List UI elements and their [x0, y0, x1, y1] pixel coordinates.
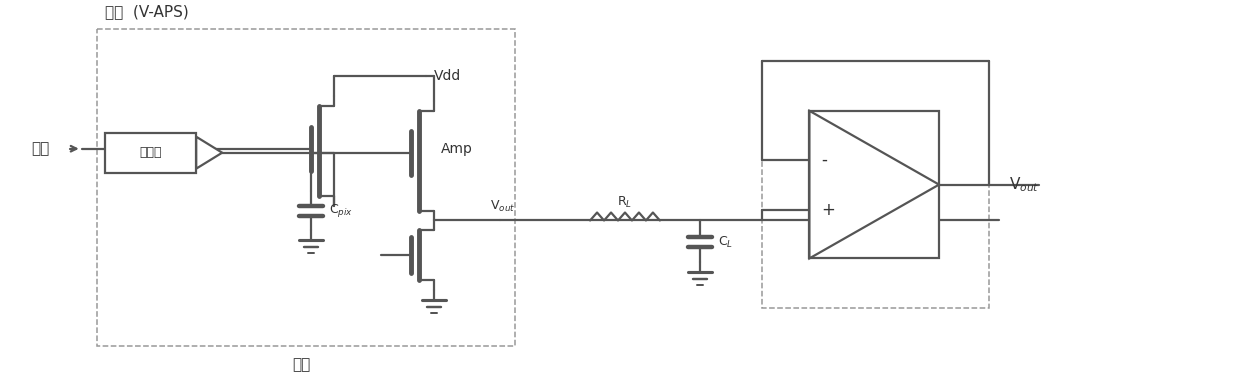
Text: 探测器: 探测器 — [139, 146, 161, 159]
Bar — [97, 29, 515, 346]
Polygon shape — [196, 137, 222, 169]
Text: +: + — [821, 201, 835, 219]
Text: V$_{out}$: V$_{out}$ — [491, 199, 515, 214]
Text: R$_L$: R$_L$ — [617, 195, 633, 210]
Text: V$_{out}$: V$_{out}$ — [1009, 175, 1040, 194]
Polygon shape — [809, 111, 939, 258]
Bar — [809, 111, 939, 258]
Text: Amp: Amp — [441, 142, 472, 156]
Text: C$_L$: C$_L$ — [717, 235, 733, 250]
Text: 读出: 读出 — [292, 358, 310, 372]
Text: 像素  (V-APS): 像素 (V-APS) — [104, 4, 188, 19]
Text: -: - — [821, 151, 828, 168]
Bar — [762, 61, 989, 308]
Text: C$_{pix}$: C$_{pix}$ — [328, 202, 353, 219]
Text: Vdd: Vdd — [434, 69, 461, 83]
Text: 复位: 复位 — [32, 141, 50, 156]
Bar — [104, 133, 196, 173]
